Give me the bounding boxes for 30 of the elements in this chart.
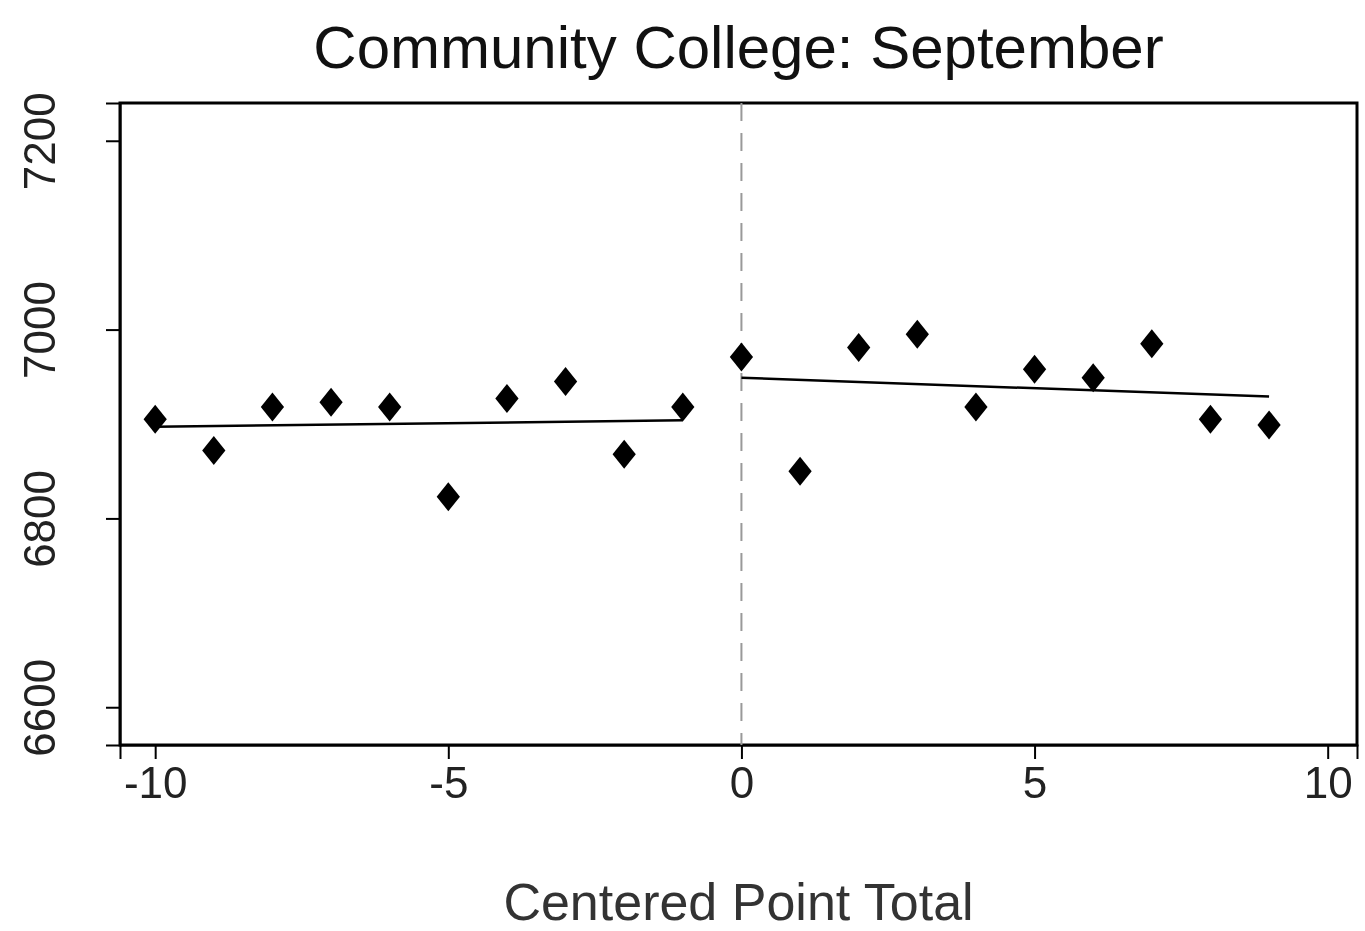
x-tick-label: -5 [429, 758, 469, 808]
point [905, 319, 929, 349]
point [495, 384, 519, 414]
point [319, 387, 343, 417]
point [260, 392, 285, 422]
x-tick-label: 5 [1022, 758, 1048, 808]
point [1198, 404, 1223, 434]
point [1140, 329, 1164, 359]
point [612, 439, 636, 469]
point [1022, 354, 1047, 384]
y-tick-label: 7200 [15, 92, 65, 191]
x-axis-title: Centered Point Total [503, 873, 974, 931]
y-tick-label: 6600 [15, 658, 65, 757]
point [1257, 410, 1281, 440]
point [964, 392, 988, 422]
point [729, 342, 754, 372]
x-tick-label: -10 [123, 758, 188, 808]
chart-title: Community College: September [313, 14, 1164, 81]
point [378, 392, 402, 422]
x-tick-label: 0 [729, 758, 755, 808]
point [436, 482, 460, 512]
x-tick-label: 10 [1303, 758, 1353, 808]
point [143, 404, 167, 434]
point [553, 367, 578, 397]
point [788, 456, 812, 486]
y-tick-label: 7000 [15, 281, 65, 380]
y-tick-label: 6800 [15, 469, 65, 568]
point [202, 435, 226, 465]
point [671, 392, 695, 422]
point [847, 333, 871, 363]
